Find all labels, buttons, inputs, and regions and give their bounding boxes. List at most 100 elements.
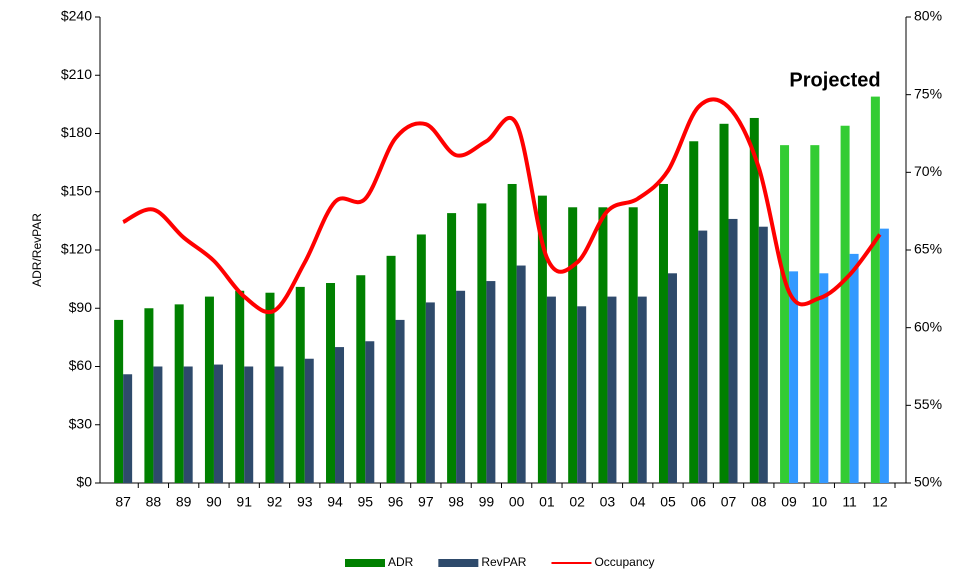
y-tick-label: $150: [61, 182, 92, 198]
bar: [810, 145, 820, 483]
bar: [758, 226, 768, 483]
legend-label: Occupancy: [594, 555, 654, 569]
bar: [386, 255, 396, 483]
x-tick-label: 09: [781, 494, 797, 510]
x-tick-label: 88: [146, 494, 162, 510]
bar: [607, 296, 617, 483]
bar: [840, 125, 850, 483]
bar: [879, 228, 889, 483]
bar: [365, 341, 375, 483]
bar: [425, 302, 435, 483]
legend-swatch: [438, 559, 479, 567]
bar: [749, 117, 759, 483]
y-tick-label: $210: [61, 66, 92, 82]
bar: [819, 273, 829, 483]
annotation: Projected: [789, 69, 880, 91]
x-tick-label: 07: [721, 494, 737, 510]
bar: [637, 296, 647, 483]
y2-tick-label: 55%: [914, 396, 942, 412]
bar: [537, 195, 547, 483]
bar: [598, 207, 608, 484]
bar: [295, 286, 305, 483]
legend-swatch: [345, 559, 385, 567]
bar: [728, 218, 738, 483]
bar: [304, 358, 314, 483]
y-tick-label: $240: [61, 8, 92, 24]
x-tick-label: 93: [297, 494, 313, 510]
bar: [689, 141, 699, 483]
bar: [577, 306, 587, 483]
bar: [265, 292, 275, 483]
x-tick-label: 12: [872, 494, 888, 510]
bar: [183, 366, 193, 483]
bar: [416, 234, 426, 483]
y-tick-label: $0: [76, 474, 92, 490]
bar: [447, 213, 457, 483]
y2-tick-label: 80%: [914, 8, 942, 24]
x-tick-label: 00: [509, 494, 525, 510]
bar: [789, 271, 799, 483]
bar: [628, 207, 638, 484]
bar: [114, 319, 124, 483]
bar: [244, 366, 254, 483]
x-tick-label: 87: [115, 494, 131, 510]
bar: [123, 374, 133, 483]
bar: [870, 96, 880, 483]
y2-tick-label: 65%: [914, 241, 942, 257]
y-tick-label: $30: [69, 415, 93, 431]
x-tick-label: 06: [690, 494, 706, 510]
x-tick-label: 03: [600, 494, 616, 510]
bar: [356, 275, 366, 483]
x-tick-label: 97: [418, 494, 434, 510]
y-tick-label: $180: [61, 124, 92, 140]
y2-tick-label: 75%: [914, 85, 942, 101]
bar: [335, 347, 345, 483]
x-tick-label: 11: [842, 494, 857, 510]
y-axis-label: ADR/RevPAR: [30, 213, 44, 287]
bar: [546, 296, 556, 483]
x-tick-label: 89: [176, 494, 192, 510]
y2-tick-label: 70%: [914, 163, 942, 179]
bar: [486, 281, 496, 483]
y2-tick-label: 60%: [914, 318, 942, 334]
bar: [235, 290, 245, 483]
bar: [174, 304, 184, 483]
bar: [698, 230, 708, 483]
bar: [144, 308, 154, 483]
bar: [507, 183, 517, 483]
bar: [780, 145, 790, 483]
x-tick-label: 99: [479, 494, 495, 510]
bar: [204, 296, 214, 483]
x-tick-label: 02: [569, 494, 585, 510]
y-tick-label: $120: [61, 241, 92, 257]
bar: [395, 319, 405, 483]
line: [122, 97, 882, 314]
bar: [849, 253, 859, 483]
bar: [719, 123, 729, 484]
bar: [516, 265, 526, 483]
x-tick-label: 08: [751, 494, 767, 510]
bar: [456, 290, 466, 483]
x-tick-label: 01: [539, 494, 555, 510]
y-tick-label: $90: [69, 299, 93, 315]
y2-tick-label: 50%: [914, 474, 942, 490]
x-tick-label: 92: [267, 494, 283, 510]
legend-label: RevPAR: [481, 555, 526, 569]
x-tick-label: 91: [236, 494, 252, 510]
bar: [568, 207, 578, 484]
y-tick-label: $60: [69, 357, 93, 373]
bar: [477, 203, 487, 483]
x-tick-label: 95: [357, 494, 373, 510]
x-tick-label: 94: [327, 494, 343, 510]
bar: [274, 366, 284, 483]
bar: [667, 273, 677, 483]
x-tick-label: 98: [448, 494, 464, 510]
x-tick-label: 90: [206, 494, 222, 510]
bar: [213, 364, 223, 483]
bar: [326, 283, 336, 483]
x-tick-label: 04: [630, 494, 646, 510]
bar: [153, 366, 163, 483]
x-tick-label: 10: [812, 494, 828, 510]
bar: [658, 183, 668, 483]
